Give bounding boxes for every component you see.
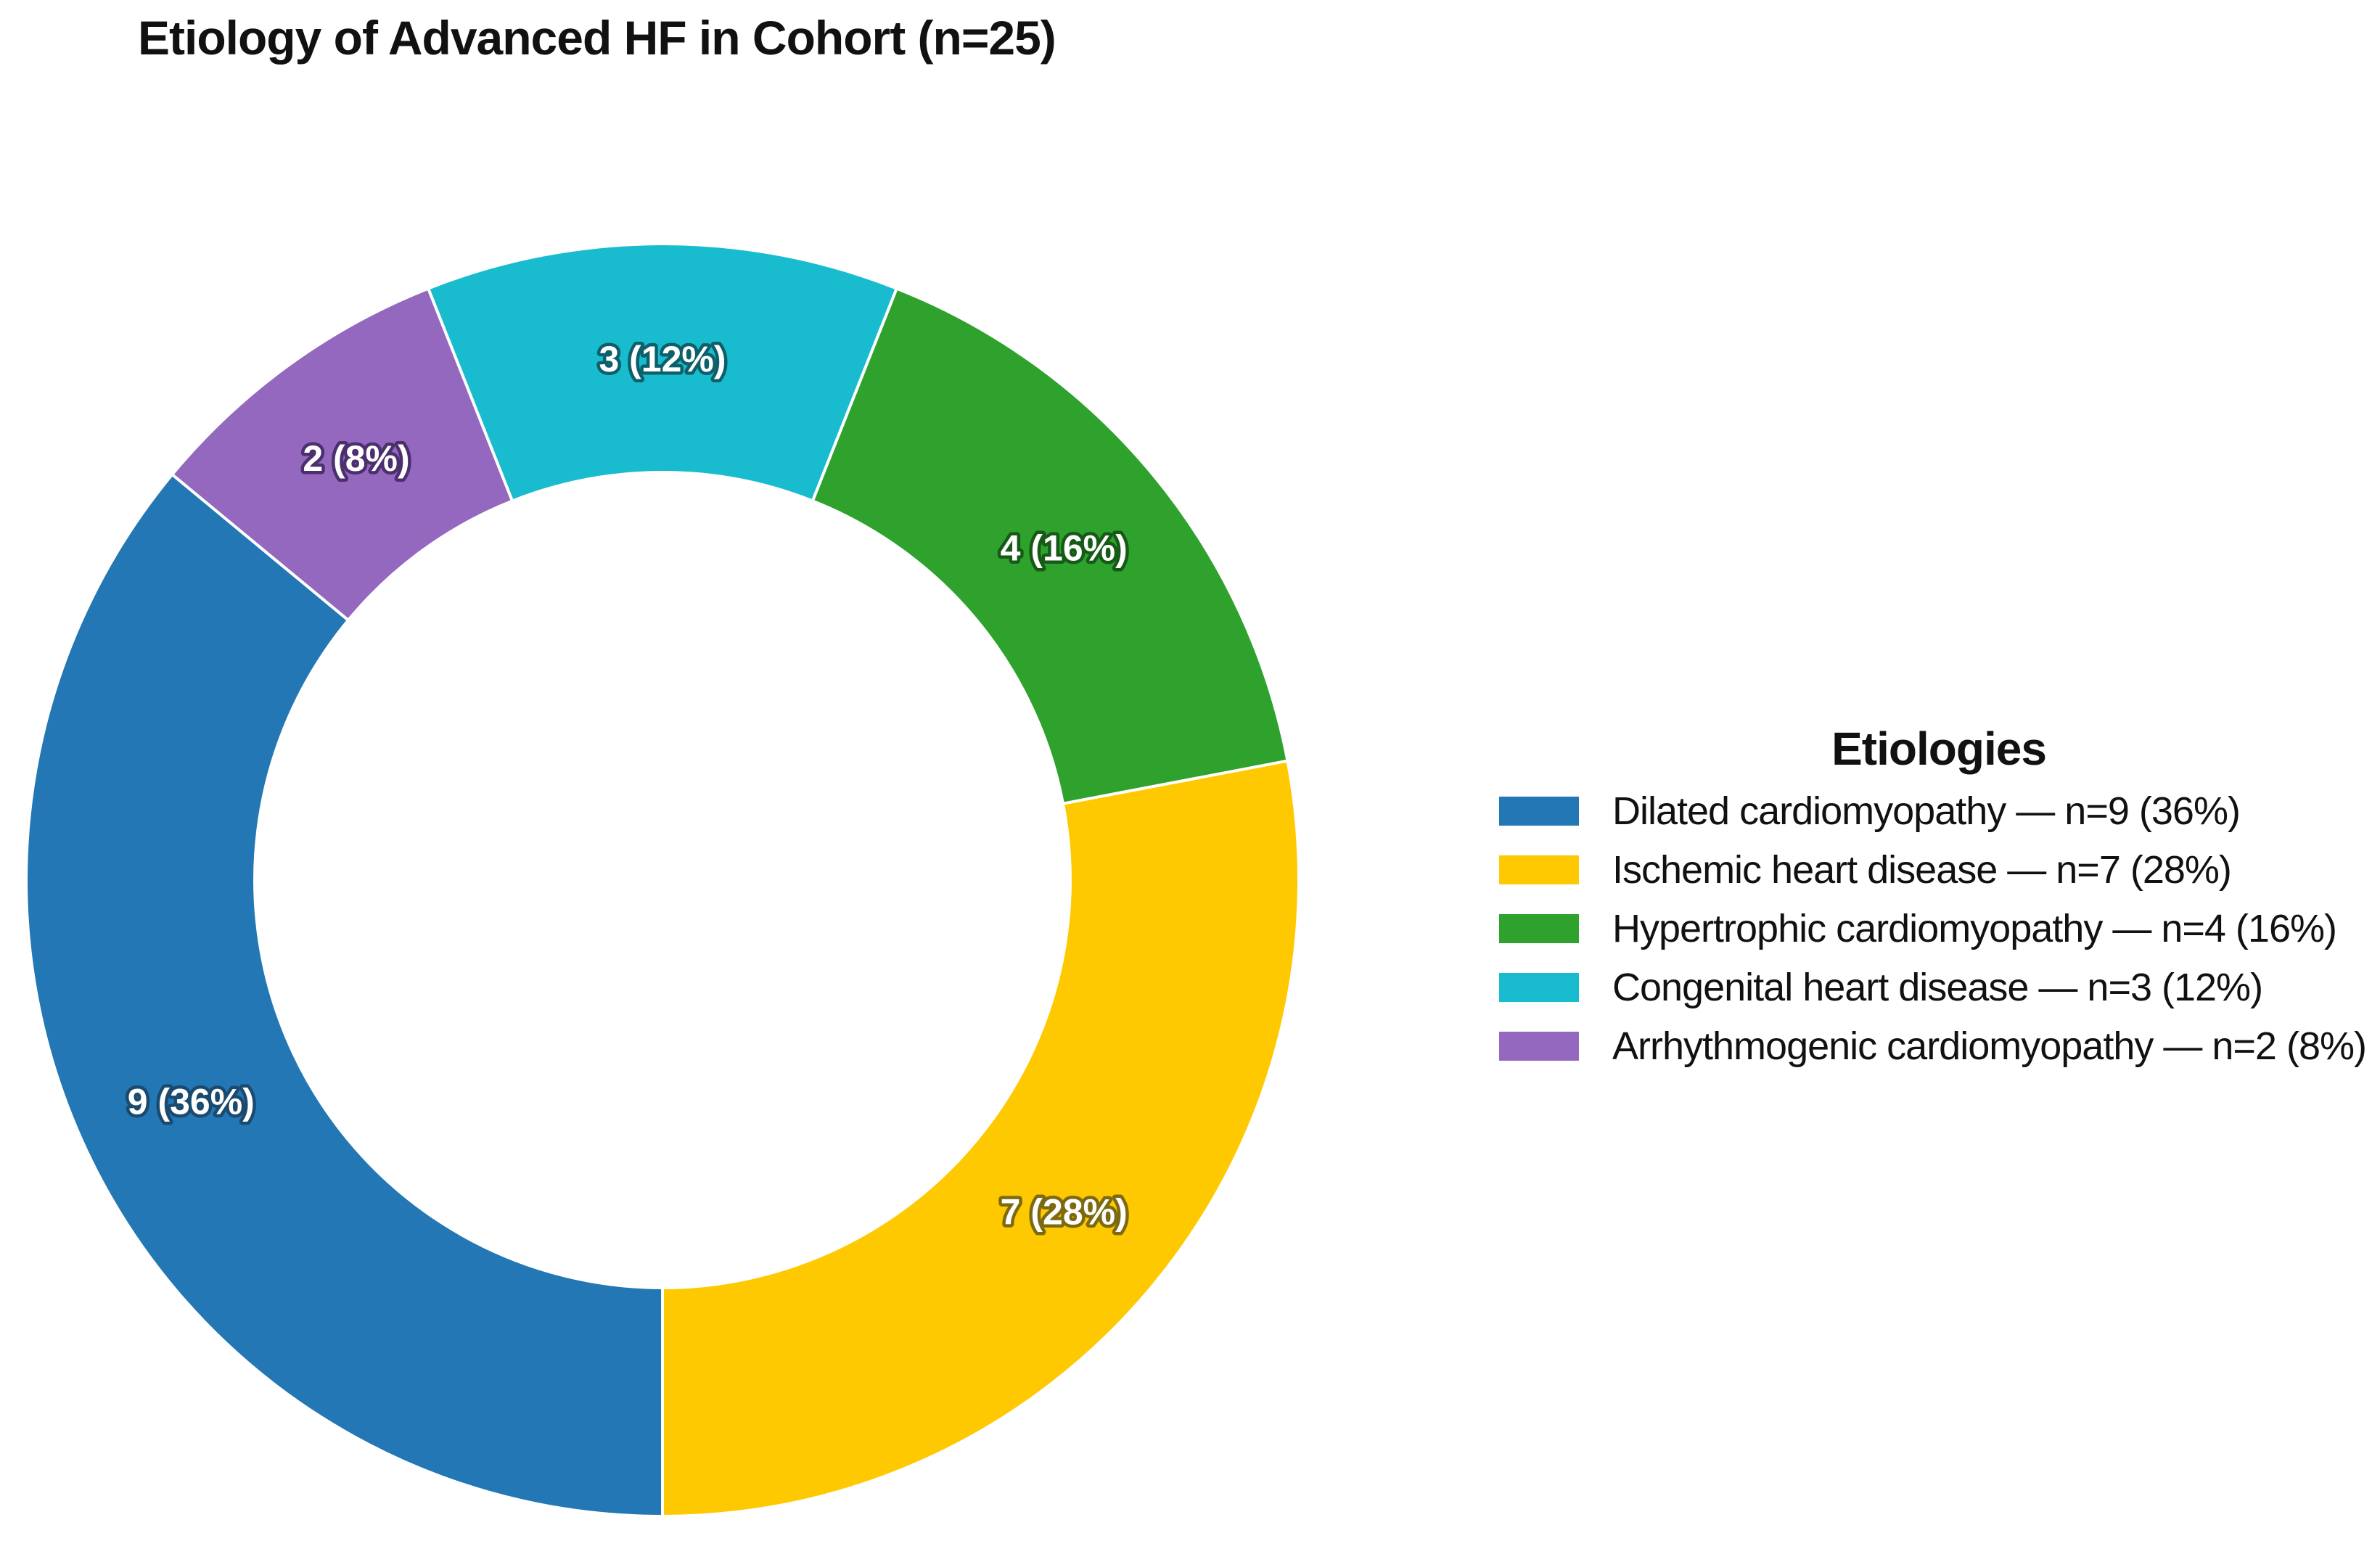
pie-slice-ischemic-heart-disease: [661, 759, 1301, 1519]
pie-slice-dilated-cardiomyopathy: [25, 472, 664, 1519]
legend-item-label: Dilated cardiomyopathy — n=9 (36%): [1612, 789, 2241, 833]
legend-swatch-hypertrophic-cardiomyopathy: [1499, 913, 1579, 943]
legend-item: Ischemic heart disease — n=7 (28%): [1499, 840, 2379, 899]
legend-swatch-dilated-cardiomyopathy: [1499, 796, 1579, 826]
legend-swatch-congenital-heart-disease: [1499, 972, 1579, 1002]
legend-item-label: Hypertrophic cardiomyopathy — n=4 (16%): [1612, 906, 2337, 950]
legend-item-label: Ischemic heart disease — n=7 (28%): [1612, 847, 2232, 892]
donut-chart: 9 (36%) 2 (8%) 3 (12%) 4 (16%) 7 (28%): [25, 242, 1301, 1519]
legend-swatch-ischemic-heart-disease: [1499, 855, 1579, 884]
slice-label: 2 (8%): [303, 438, 409, 479]
legend-item: Arrhythmogenic cardiomyopathy — n=2 (8%): [1499, 1016, 2379, 1075]
slice-label: 3 (12%): [599, 339, 726, 379]
legend-item: Congenital heart disease — n=3 (12%): [1499, 958, 2379, 1016]
legend-title: Etiologies: [1831, 723, 2047, 775]
legend-swatch-arrhythmogenic-cardiomyopathy: [1499, 1031, 1579, 1061]
slice-label: 7 (28%): [1001, 1192, 1128, 1233]
slice-label: 9 (36%): [128, 1082, 255, 1122]
chart-title: Etiology of Advanced HF in Cohort (n=25): [138, 11, 1056, 65]
pie-slice-hypertrophic-cardiomyopathy: [811, 287, 1289, 806]
slice-label: 4 (16%): [1001, 527, 1128, 568]
legend: Etiologies Dilated cardiomyopathy — n=9 …: [1499, 722, 2379, 1075]
legend-item: Hypertrophic cardiomyopathy — n=4 (16%): [1499, 899, 2379, 958]
legend-item: Dilated cardiomyopathy — n=9 (36%): [1499, 781, 2379, 840]
pie-slice-congenital-heart-disease: [426, 242, 899, 504]
legend-item-label: Arrhythmogenic cardiomyopathy — n=2 (8%): [1612, 1024, 2367, 1068]
legend-item-label: Congenital heart disease — n=3 (12%): [1612, 965, 2263, 1009]
